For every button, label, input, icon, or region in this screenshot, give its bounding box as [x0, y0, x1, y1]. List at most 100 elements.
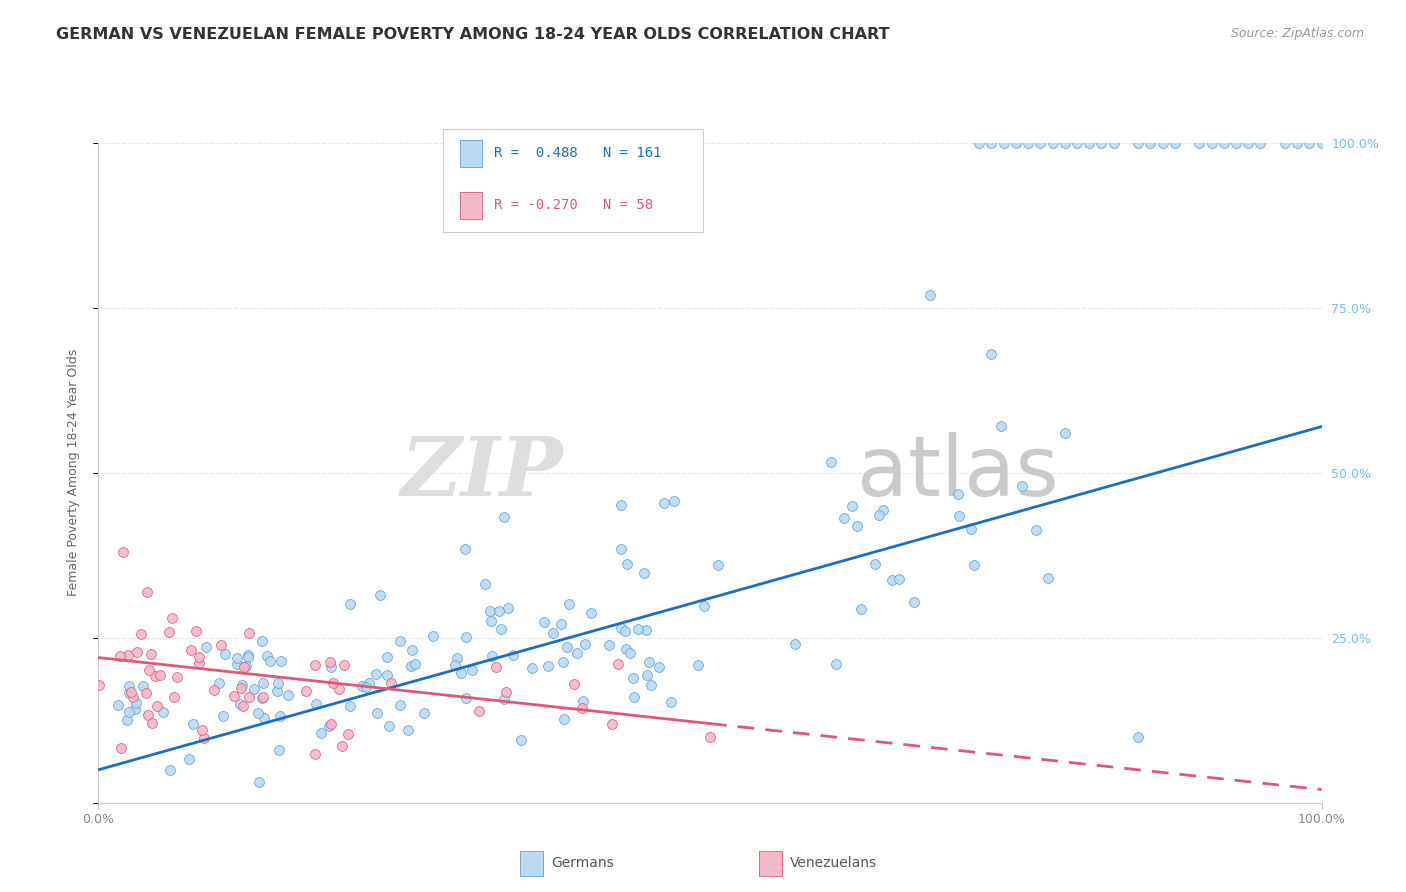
Point	[1286, 136, 1309, 150]
Point	[606, 657, 628, 671]
Point	[614, 642, 637, 657]
Text: Source: ZipAtlas.com: Source: ZipAtlas.com	[1230, 27, 1364, 40]
Point	[993, 136, 1015, 150]
Point	[609, 621, 631, 635]
Point	[633, 566, 655, 580]
Point	[832, 511, 855, 525]
Point	[553, 655, 575, 669]
Point	[238, 690, 260, 704]
Point	[980, 136, 1002, 150]
Point	[380, 676, 402, 690]
Point	[322, 676, 344, 690]
Point	[520, 660, 543, 674]
Point	[963, 558, 986, 573]
Point	[1102, 136, 1125, 150]
Point	[1249, 136, 1271, 150]
Point	[571, 700, 593, 714]
Point	[489, 623, 512, 637]
Point	[160, 611, 183, 625]
Point	[136, 707, 159, 722]
Point	[166, 670, 188, 684]
Point	[550, 617, 572, 632]
Point	[125, 645, 148, 659]
Point	[872, 503, 894, 517]
Point	[640, 678, 662, 692]
Point	[163, 690, 186, 704]
Point	[110, 740, 132, 755]
Point	[177, 752, 200, 766]
Point	[321, 659, 343, 673]
Point	[845, 518, 868, 533]
Point	[600, 716, 623, 731]
Point	[377, 718, 399, 732]
Point	[1090, 136, 1112, 150]
Point	[1212, 136, 1234, 150]
Point	[259, 654, 281, 668]
Point	[107, 698, 129, 712]
Point	[225, 650, 247, 665]
Point	[481, 648, 503, 663]
Point	[319, 717, 342, 731]
Point	[1274, 136, 1296, 150]
Point	[364, 667, 387, 681]
Point	[214, 647, 236, 661]
Point	[138, 663, 160, 677]
Point	[129, 626, 152, 640]
Point	[209, 638, 232, 652]
Point	[627, 622, 650, 636]
Point	[226, 657, 249, 672]
Point	[474, 577, 496, 591]
Point	[266, 676, 288, 690]
Point	[565, 646, 588, 660]
Point	[443, 658, 465, 673]
Point	[232, 698, 254, 713]
Point	[492, 692, 515, 706]
Point	[537, 659, 560, 673]
Point	[256, 648, 278, 663]
Point	[849, 602, 872, 616]
Point	[572, 694, 595, 708]
Point	[141, 716, 163, 731]
Point	[707, 558, 730, 573]
Point	[1152, 136, 1174, 150]
Point	[496, 600, 519, 615]
Point	[820, 455, 842, 469]
Point	[354, 681, 377, 695]
Point	[231, 678, 253, 692]
Point	[238, 626, 260, 640]
Point	[187, 650, 209, 665]
Point	[903, 595, 925, 609]
Point	[318, 719, 340, 733]
Point	[454, 630, 477, 644]
Point	[336, 727, 359, 741]
Point	[117, 648, 139, 662]
Point	[270, 654, 292, 668]
Point	[267, 743, 290, 757]
Point	[252, 690, 274, 705]
Point	[229, 697, 252, 711]
Point	[191, 723, 214, 738]
Point	[664, 493, 686, 508]
Point	[652, 496, 675, 510]
Point	[648, 659, 671, 673]
Point	[1066, 136, 1088, 150]
Point	[350, 679, 373, 693]
Point	[122, 690, 145, 704]
Point	[616, 557, 638, 571]
Point	[1025, 523, 1047, 537]
Point	[118, 679, 141, 693]
Point	[1139, 136, 1161, 150]
Point	[454, 690, 477, 705]
Point	[865, 557, 887, 571]
Point	[238, 648, 260, 662]
Point	[252, 676, 274, 690]
Point	[495, 685, 517, 699]
Point	[146, 698, 169, 713]
Point	[1164, 136, 1187, 150]
Point	[502, 648, 524, 663]
Point	[330, 739, 353, 753]
Point	[841, 500, 863, 514]
Point	[243, 682, 266, 697]
Point	[139, 647, 162, 661]
Point	[266, 683, 288, 698]
